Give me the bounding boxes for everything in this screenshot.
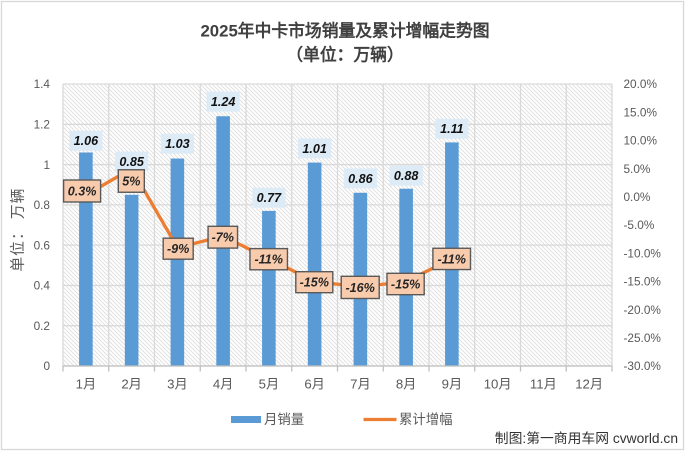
svg-text:（单位：万辆）: （单位：万辆） bbox=[286, 45, 403, 65]
svg-text:0.86: 0.86 bbox=[348, 172, 374, 186]
svg-text:0.77: 0.77 bbox=[257, 191, 283, 205]
svg-text:5月: 5月 bbox=[259, 376, 280, 391]
svg-text:1.01: 1.01 bbox=[302, 142, 327, 156]
svg-text:单位： 万辆: 单位： 万辆 bbox=[10, 188, 27, 272]
svg-text:11月: 11月 bbox=[530, 376, 557, 391]
svg-text:0.8: 0.8 bbox=[34, 198, 51, 212]
svg-text:-16%: -16% bbox=[345, 281, 374, 295]
svg-text:6月: 6月 bbox=[304, 376, 325, 391]
svg-text:0.2: 0.2 bbox=[34, 319, 50, 333]
svg-text:1.03: 1.03 bbox=[165, 137, 190, 151]
svg-text:0.0%: 0.0% bbox=[624, 190, 651, 204]
svg-text:2月: 2月 bbox=[121, 376, 142, 391]
svg-text:月销量: 月销量 bbox=[264, 412, 304, 427]
svg-text:2025年中卡市场销量及累计增幅走势图: 2025年中卡市场销量及累计增幅走势图 bbox=[200, 21, 489, 41]
svg-text:0.4: 0.4 bbox=[34, 279, 51, 293]
svg-text:-20.0%: -20.0% bbox=[624, 303, 662, 317]
svg-text:0.3%: 0.3% bbox=[68, 185, 97, 199]
svg-text:0: 0 bbox=[43, 359, 50, 373]
svg-text:累计增幅: 累计增幅 bbox=[399, 412, 453, 427]
svg-text:10.0%: 10.0% bbox=[624, 134, 658, 148]
svg-text:5.0%: 5.0% bbox=[624, 162, 651, 176]
svg-text:1.06: 1.06 bbox=[74, 134, 100, 148]
svg-text:制图:第一商用车网 cvworld.cn: 制图:第一商用车网 cvworld.cn bbox=[495, 430, 678, 446]
svg-text:0.6: 0.6 bbox=[34, 238, 51, 252]
svg-text:-25.0%: -25.0% bbox=[624, 331, 662, 345]
svg-text:-30.0%: -30.0% bbox=[624, 359, 662, 373]
svg-text:4月: 4月 bbox=[213, 376, 234, 391]
svg-text:1.11: 1.11 bbox=[440, 122, 464, 136]
svg-text:-10.0%: -10.0% bbox=[624, 246, 662, 260]
svg-text:10月: 10月 bbox=[484, 376, 512, 391]
svg-text:20.0%: 20.0% bbox=[624, 77, 658, 91]
svg-text:-15%: -15% bbox=[391, 278, 420, 292]
svg-text:-15.0%: -15.0% bbox=[624, 275, 662, 289]
svg-text:8月: 8月 bbox=[396, 376, 417, 391]
svg-text:5%: 5% bbox=[122, 175, 140, 189]
svg-text:9月: 9月 bbox=[442, 376, 463, 391]
svg-text:-5.0%: -5.0% bbox=[624, 218, 655, 232]
svg-text:1.24: 1.24 bbox=[211, 95, 236, 109]
svg-text:-15%: -15% bbox=[300, 276, 329, 290]
svg-text:3月: 3月 bbox=[167, 376, 188, 391]
svg-text:7月: 7月 bbox=[350, 376, 371, 391]
svg-text:0.88: 0.88 bbox=[394, 169, 419, 183]
svg-text:1.4: 1.4 bbox=[34, 77, 51, 91]
svg-text:12月: 12月 bbox=[575, 376, 603, 391]
svg-text:-7%: -7% bbox=[212, 231, 234, 245]
svg-text:1: 1 bbox=[43, 158, 50, 172]
svg-text:-11%: -11% bbox=[254, 253, 282, 267]
svg-text:-9%: -9% bbox=[167, 242, 189, 256]
svg-text:1.2: 1.2 bbox=[34, 117, 50, 131]
svg-text:15.0%: 15.0% bbox=[624, 105, 658, 119]
svg-text:1月: 1月 bbox=[76, 376, 97, 391]
svg-text:0.85: 0.85 bbox=[119, 155, 145, 169]
svg-text:-11%: -11% bbox=[437, 252, 465, 266]
